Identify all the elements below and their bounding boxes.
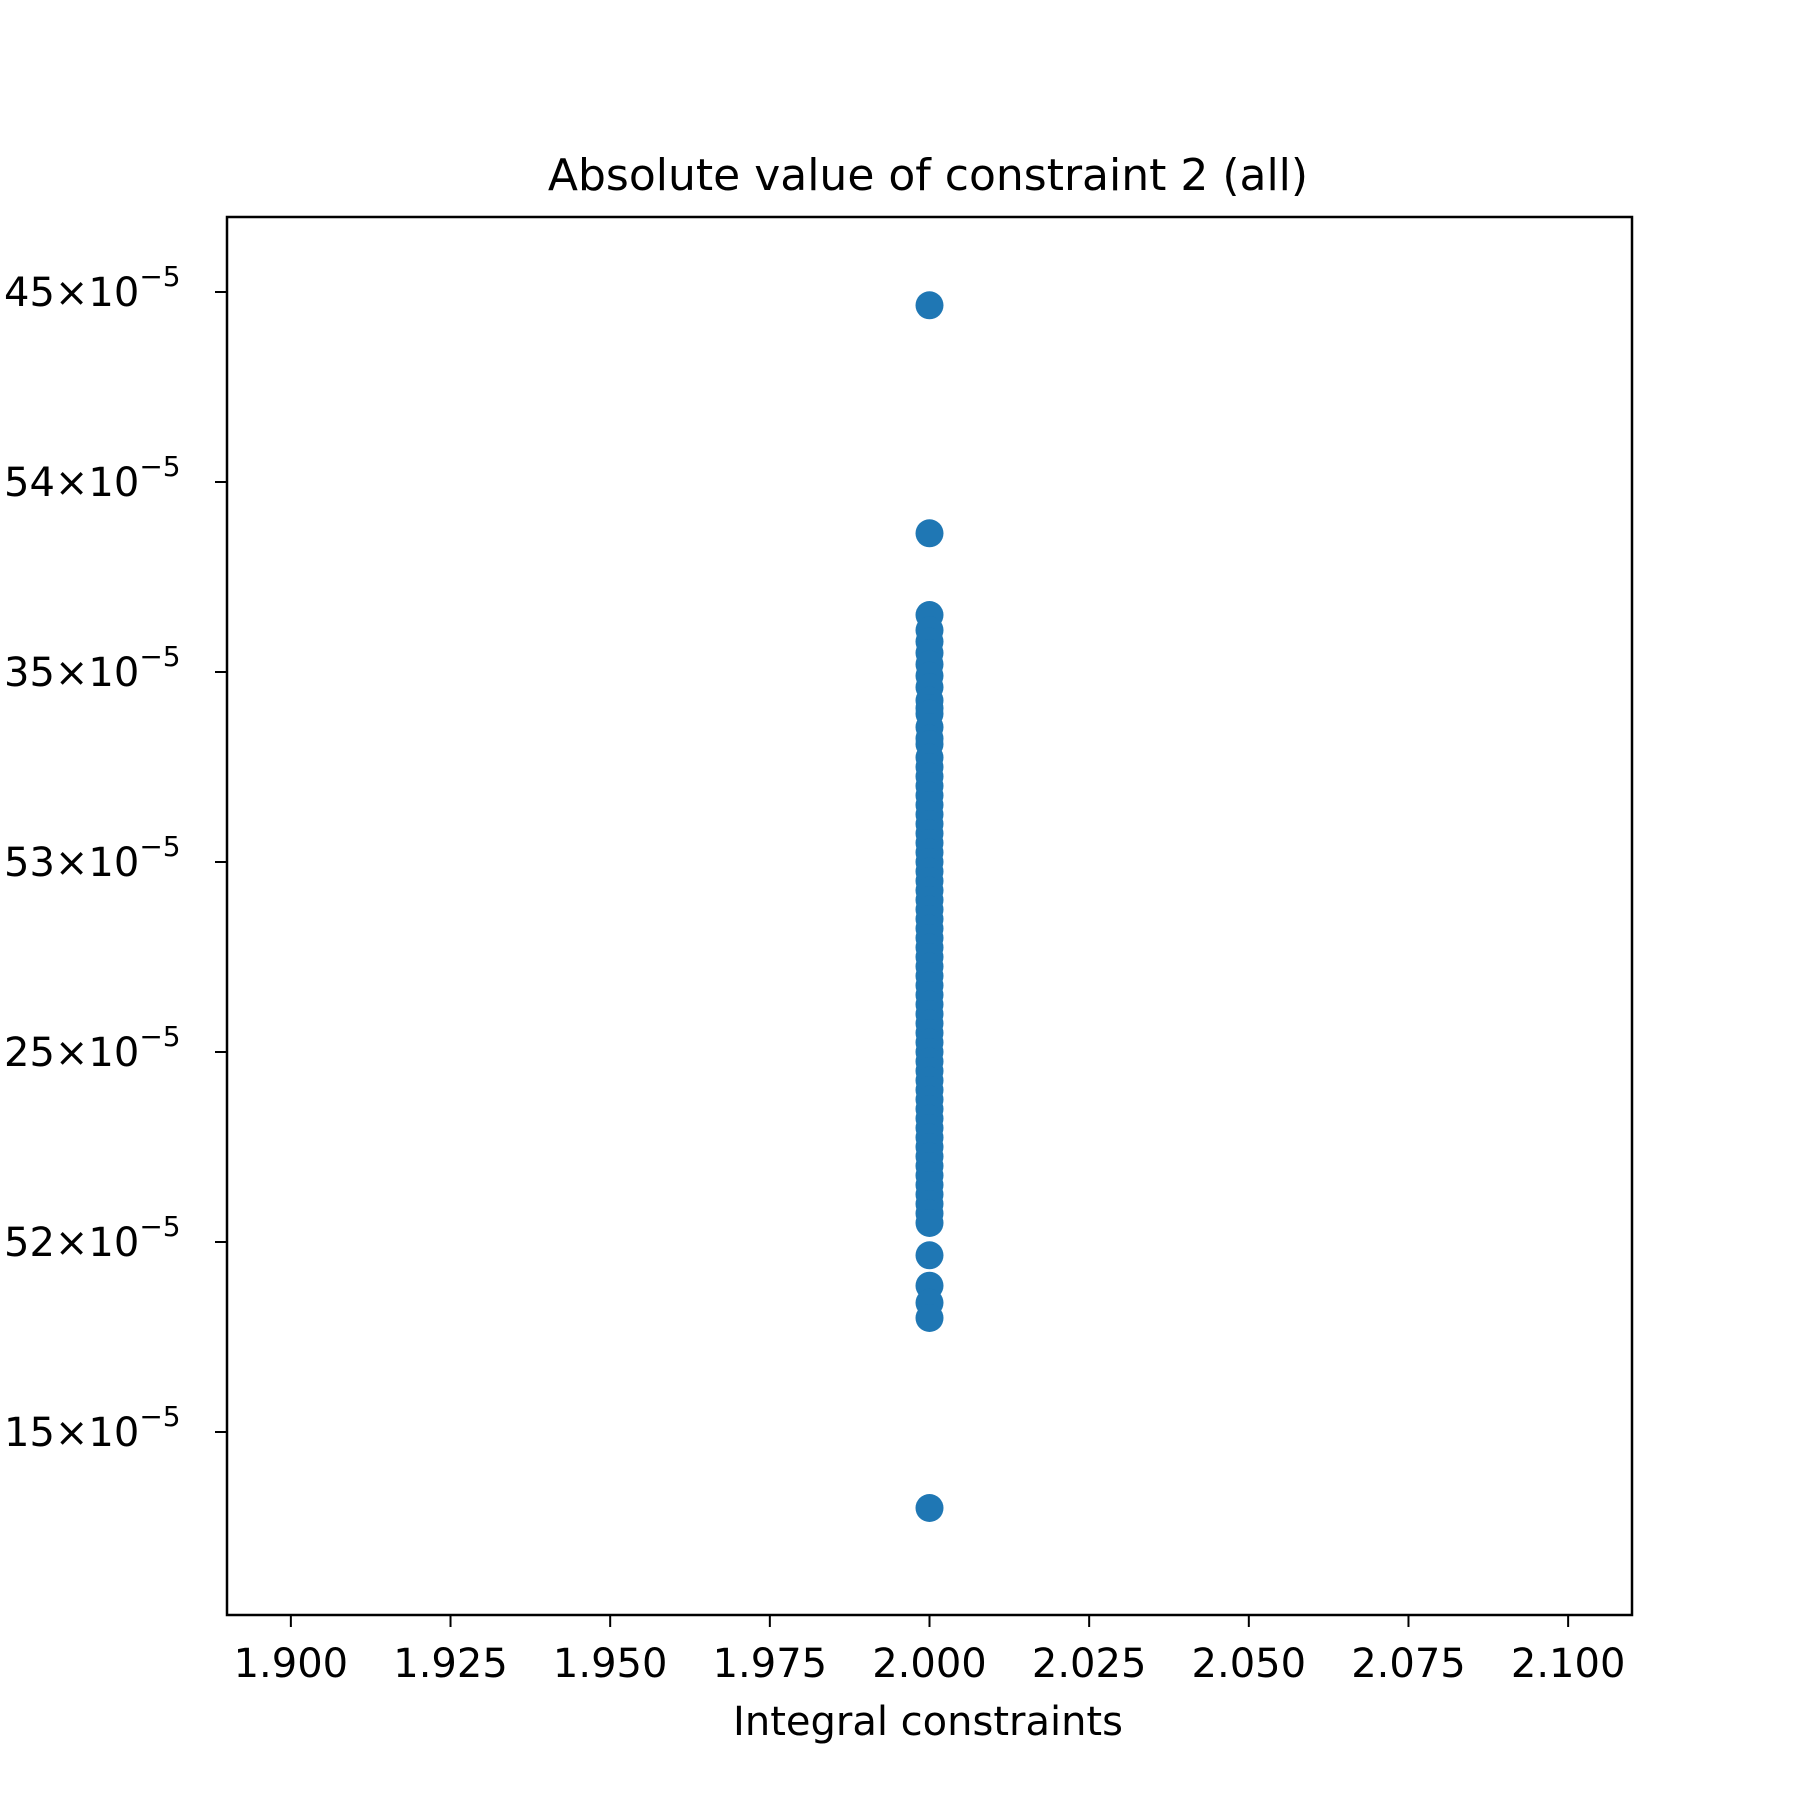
- y-tick-label: 15×10−5: [4, 1400, 181, 1456]
- plot-frame: [225, 215, 1634, 1617]
- x-tick-label: 2.050: [1192, 1641, 1307, 1687]
- x-axis-ticks: 1.900 1.925 1.950 1.975 2.000 2.025 2.050 2.075…: [234, 1615, 1626, 1687]
- data-points: [915, 291, 944, 1522]
- y-tick-label: 52×10−5: [4, 1210, 181, 1266]
- x-tick-label: 2.075: [1351, 1641, 1466, 1687]
- y-tick-label: 53×10−5: [4, 830, 181, 886]
- x-tick-label: 2.025: [1032, 1641, 1147, 1687]
- y-tick-label: 25×10−5: [4, 1020, 181, 1076]
- y-tick-label: 54×10−5: [4, 450, 181, 506]
- y-axis-ticks: 45×10−5 54×10−5 35×10−5 53×10−5 25×10−5 52×10…: [4, 260, 227, 1456]
- data-point: [915, 1209, 944, 1237]
- x-tick-label: 1.975: [713, 1641, 828, 1687]
- data-point: [915, 1241, 944, 1270]
- y-tick-label: 45×10−5: [4, 260, 181, 316]
- data-point: [915, 1494, 944, 1522]
- data-point: [915, 519, 944, 548]
- x-tick-label: 2.100: [1511, 1641, 1626, 1687]
- x-tick-label: 1.950: [553, 1641, 668, 1687]
- data-point: [915, 1304, 944, 1332]
- x-tick-label: 1.900: [234, 1641, 349, 1687]
- x-tick-label: 1.925: [393, 1641, 508, 1687]
- x-tick-label: 2.000: [872, 1641, 987, 1687]
- chart-title: Absolute value of constraint 2 (all): [548, 150, 1308, 201]
- x-axis-label: Integral constraints: [733, 1699, 1123, 1745]
- data-point: [915, 291, 944, 320]
- y-tick-label: 35×10−5: [4, 640, 181, 696]
